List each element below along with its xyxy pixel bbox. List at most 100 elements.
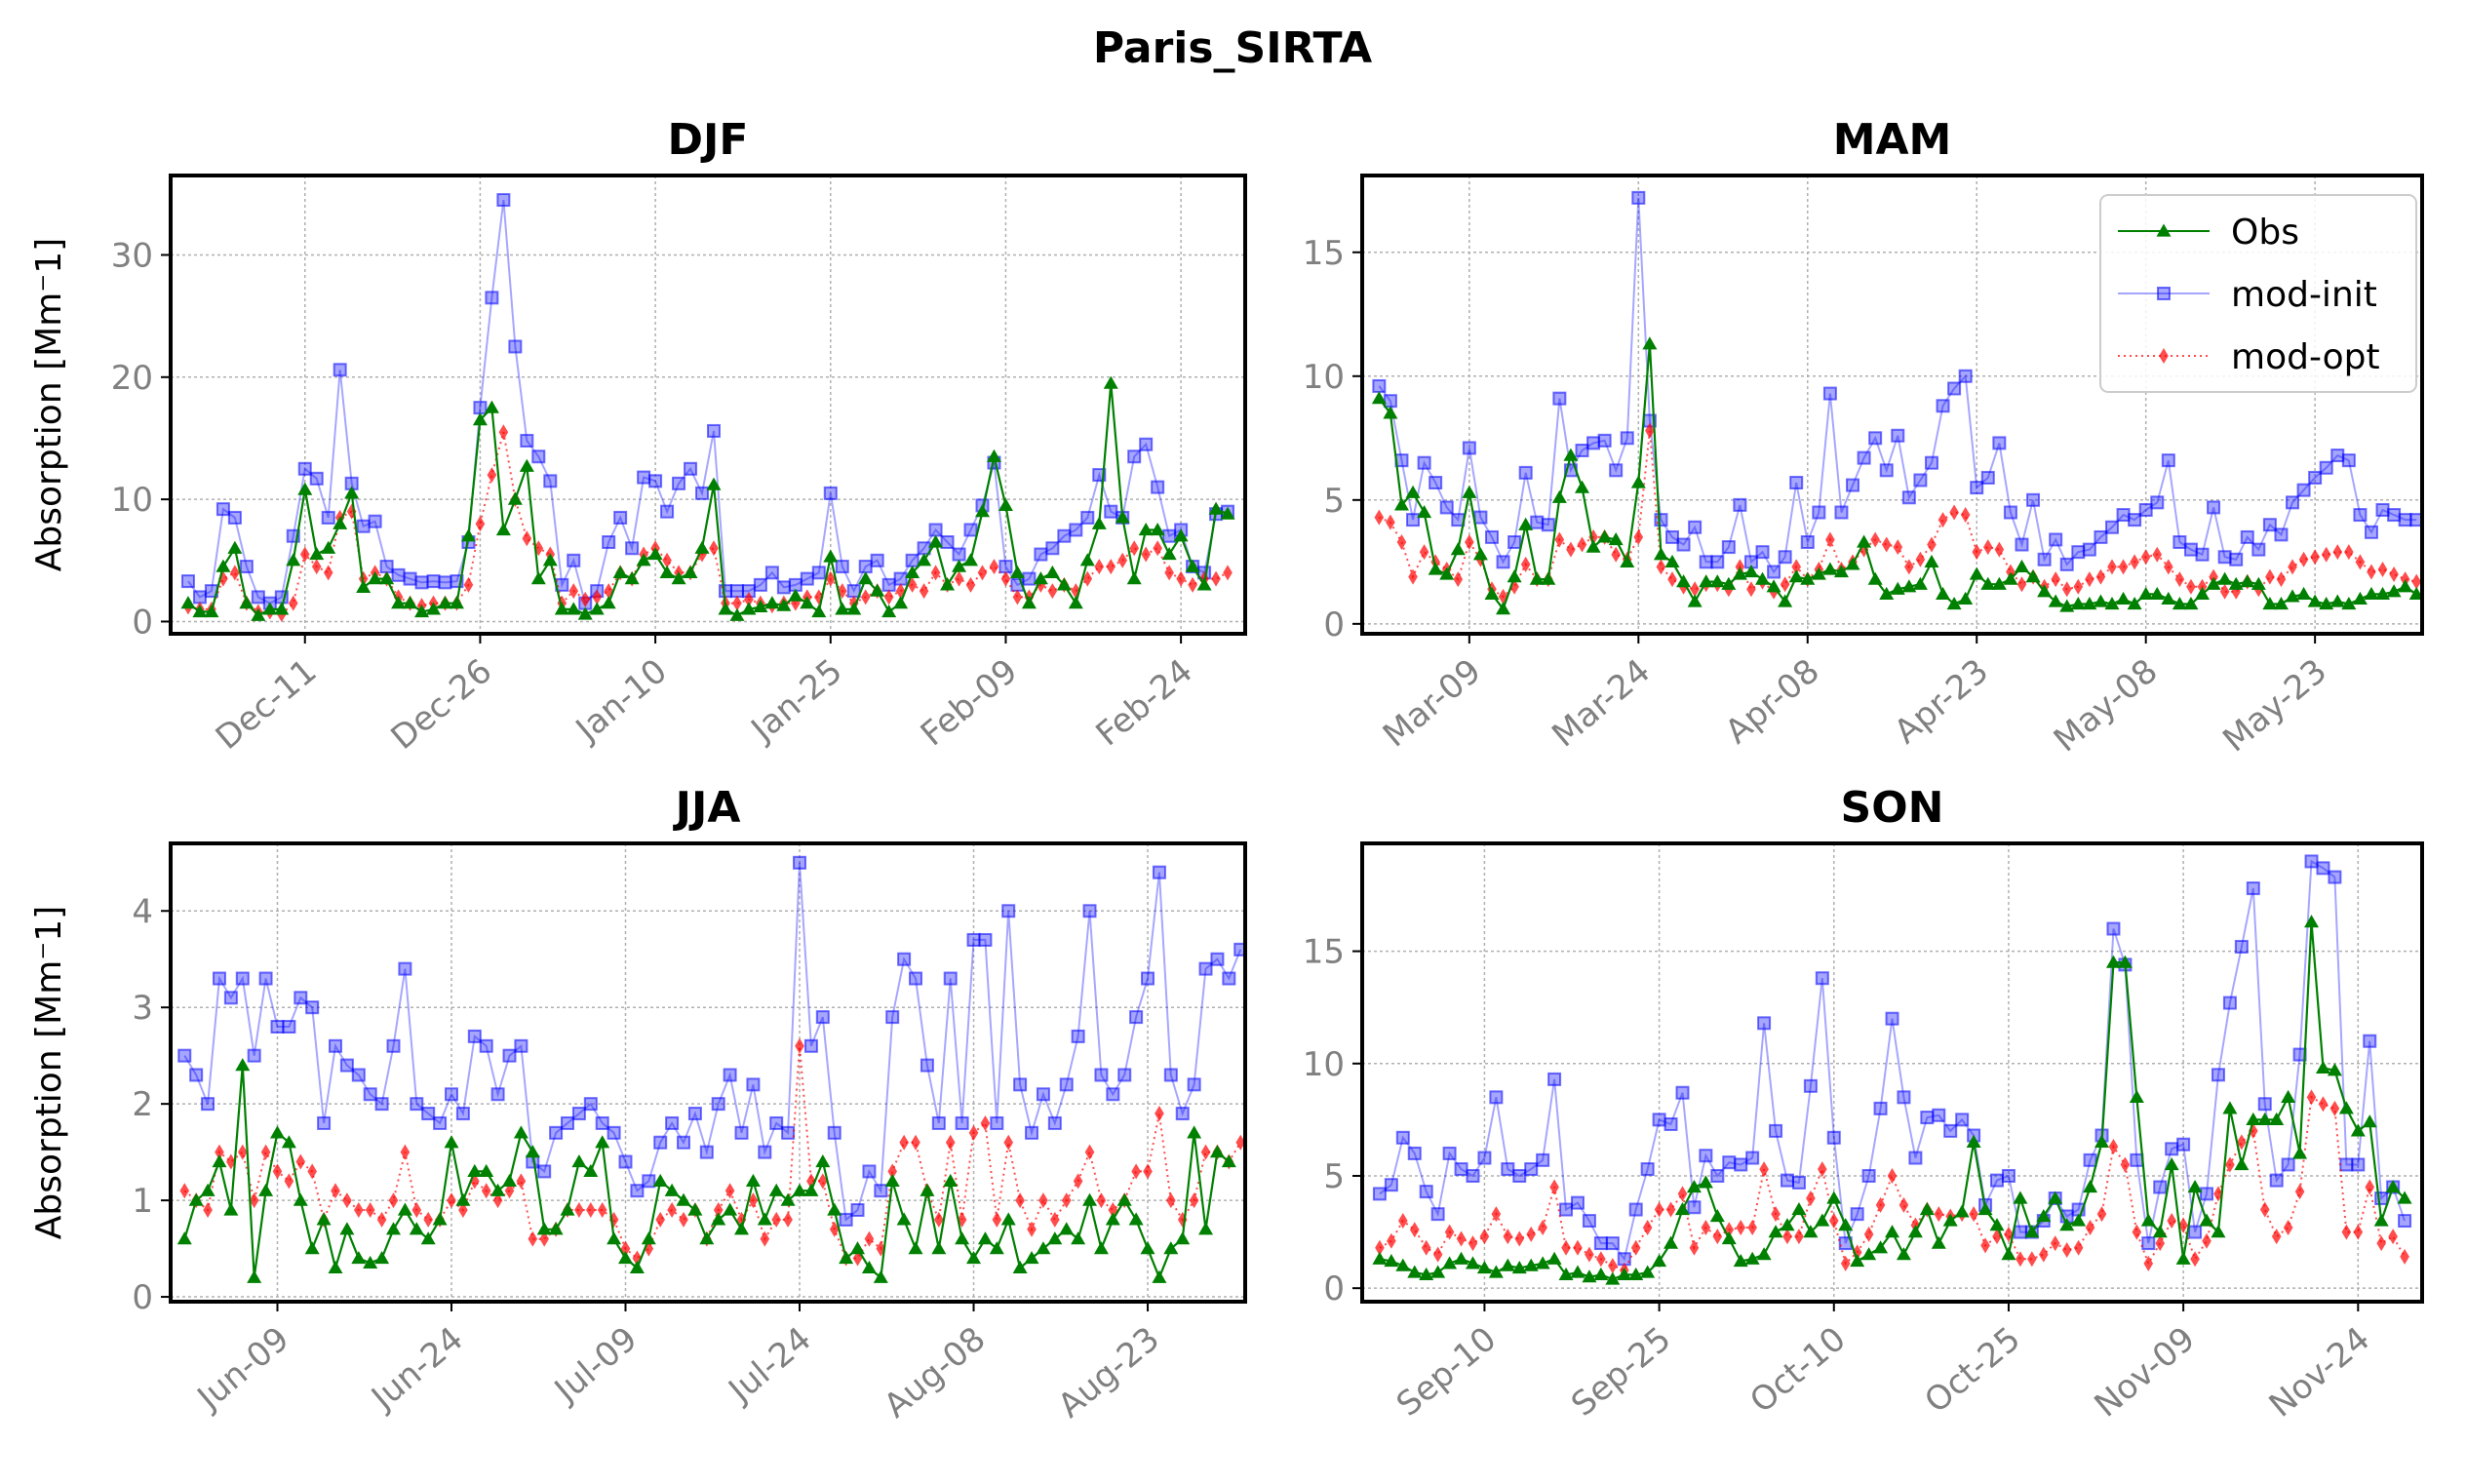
data-point (2175, 1251, 2191, 1265)
data-point (1596, 1251, 1606, 1268)
data-point (2265, 568, 2275, 585)
data-point (1407, 1265, 1423, 1278)
data-point (1946, 597, 1962, 610)
x-tick-label: May-23 (2215, 651, 2334, 760)
data-point (943, 971, 958, 986)
data-point (1396, 534, 1407, 550)
data-point (374, 1250, 390, 1265)
data-point (839, 1212, 853, 1227)
data-point (1530, 515, 1545, 529)
data-point (897, 952, 912, 966)
data-point (1038, 1192, 1048, 1209)
axes-frame (169, 841, 1247, 1304)
data-point (724, 1183, 735, 1199)
data-point (1059, 1222, 1075, 1235)
data-point (414, 604, 430, 618)
data-point (1664, 1116, 1678, 1131)
data-point (2386, 584, 2402, 598)
data-point (1867, 571, 1883, 585)
data-point (713, 1202, 724, 1218)
data-point (1912, 576, 1928, 590)
data-point (2152, 546, 2163, 563)
data-point (839, 1250, 854, 1265)
data-point (365, 1202, 375, 1218)
data-point (2048, 1191, 2063, 1204)
data-point (2200, 1187, 2214, 1201)
data-point (2296, 483, 2311, 497)
data-point (1645, 422, 1655, 439)
data-point (642, 1174, 656, 1189)
data-point (1080, 510, 1095, 525)
data-point (2350, 1123, 2366, 1137)
x-tick-label: Dec-11 (209, 651, 325, 758)
data-point (697, 546, 707, 563)
y-tick-label: 5 (1323, 482, 1345, 521)
data-point (2082, 542, 2096, 557)
data-point (530, 571, 546, 585)
data-point (2240, 529, 2254, 544)
data-point (2362, 1114, 2377, 1128)
data-point (1924, 455, 1938, 470)
data-point (667, 1202, 677, 1218)
data-point (1870, 531, 1880, 548)
data-point (659, 565, 675, 578)
data-point (660, 504, 675, 519)
data-point (769, 1115, 784, 1130)
data-point (788, 588, 803, 602)
data-point (333, 363, 347, 377)
y-tick-label: 0 (1323, 1269, 1345, 1308)
data-point (1573, 1239, 1583, 1256)
data-point (1428, 562, 1443, 575)
data-point (2071, 545, 2086, 560)
data-point (1082, 1192, 1098, 1206)
data-point (1586, 436, 1601, 450)
data-point (1822, 386, 1837, 401)
data-point (270, 1020, 285, 1034)
data-point (723, 1068, 737, 1082)
x-tick-label: Jan-10 (568, 651, 675, 750)
data-point (899, 1134, 909, 1151)
data-point (2013, 1191, 2028, 1204)
data-point (460, 528, 476, 542)
data-point (1551, 489, 1567, 503)
data-point (1151, 480, 1165, 494)
data-point (363, 1087, 377, 1102)
data-point (873, 1269, 888, 1283)
data-point (1904, 559, 1914, 575)
data-point (1735, 559, 1745, 575)
data-point (1570, 1195, 1585, 1210)
data-point (792, 1183, 807, 1196)
data-point (1036, 1087, 1050, 1102)
data-point (1453, 571, 1464, 588)
data-point (1489, 1090, 1504, 1105)
data-point (815, 1154, 831, 1168)
data-point (1128, 1212, 1144, 1226)
data-point (1593, 1236, 1608, 1251)
data-point (2259, 1201, 2270, 1218)
data-point (955, 1231, 970, 1245)
data-point (403, 571, 417, 586)
x-tick-label: Oct-25 (1917, 1319, 2027, 1421)
data-point (421, 1107, 436, 1121)
data-point (1791, 559, 1802, 575)
data-point (753, 577, 767, 592)
data-point (2116, 508, 2131, 523)
data-point (2222, 996, 2237, 1010)
data-point (1826, 1191, 1842, 1204)
data-point (1047, 583, 1058, 600)
data-point (2389, 566, 2399, 583)
data-point (2186, 578, 2196, 595)
data-point (272, 1163, 283, 1180)
data-point (473, 401, 488, 415)
x-tick-label: Nov-24 (2262, 1319, 2377, 1425)
data-point (1901, 490, 1916, 505)
data-point (583, 1163, 599, 1178)
x-tick-label: Oct-10 (1742, 1319, 1853, 1421)
data-point (2321, 546, 2331, 563)
legend-entry-obs: Obs (2118, 213, 2299, 253)
data-point (601, 596, 616, 609)
data-point (1665, 1201, 1676, 1218)
x-tick-label: Jul-09 (546, 1319, 645, 1411)
data-point (1153, 540, 1162, 557)
data-point (1642, 336, 1658, 350)
